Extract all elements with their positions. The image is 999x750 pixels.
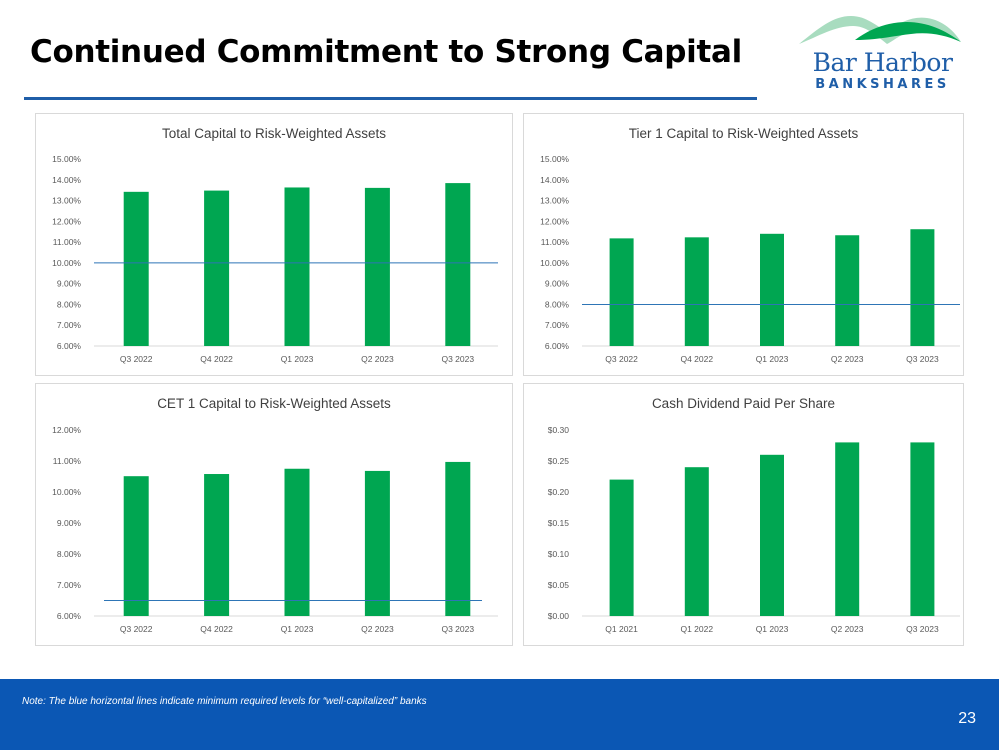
x-tick-label: Q4 2022 <box>200 354 233 364</box>
x-tick-label: Q3 2022 <box>120 354 153 364</box>
y-tick-label: 9.00% <box>57 518 82 528</box>
x-tick-label: Q3 2023 <box>906 354 939 364</box>
y-tick-label: 8.00% <box>545 299 570 309</box>
footer-note: Note: The blue horizontal lines indicate… <box>22 696 427 707</box>
footer-bar: Note: The blue horizontal lines indicate… <box>0 679 999 750</box>
chart-total-capital: Total Capital to Risk-Weighted Assets 6.0… <box>35 113 513 376</box>
y-tick-label: $0.30 <box>548 425 570 435</box>
chart-svg: Total Capital to Risk-Weighted Assets 6.0… <box>52 126 498 364</box>
y-tick-label: 8.00% <box>57 299 82 309</box>
company-logo: Bar Harbor BANKSHARES <box>795 10 970 105</box>
bar <box>204 190 230 346</box>
x-tick-label: Q3 2023 <box>906 624 939 634</box>
chart-title: Tier 1 Capital to Risk-Weighted Assets <box>629 126 859 141</box>
x-tick-label: Q1 2023 <box>756 624 789 634</box>
x-tick-label: Q3 2023 <box>441 354 474 364</box>
bar <box>910 229 935 346</box>
chart-title: CET 1 Capital to Risk-Weighted Assets <box>157 396 391 411</box>
logo-subtitle: BANKSHARES <box>815 77 950 92</box>
x-tick-label: Q2 2023 <box>361 354 394 364</box>
y-tick-label: 10.00% <box>52 487 81 497</box>
bar <box>284 468 310 616</box>
bar <box>123 476 149 616</box>
y-tick-label: 15.00% <box>540 154 569 164</box>
x-tick-label: Q2 2023 <box>831 624 864 634</box>
bar <box>123 191 149 346</box>
y-tick-label: $0.10 <box>548 549 570 559</box>
y-tick-label: 13.00% <box>52 196 81 206</box>
bar <box>910 442 935 616</box>
chart-svg: Cash Dividend Paid Per Share $0.00 $0.05 $0… <box>548 396 960 634</box>
bar <box>760 454 784 616</box>
bar <box>760 233 784 346</box>
y-tick-label: 6.00% <box>57 341 82 351</box>
y-tick-label: 11.00% <box>541 237 570 247</box>
page-number: 23 <box>958 710 976 727</box>
x-tick-label: Q1 2021 <box>605 624 638 634</box>
y-tick-label: 9.00% <box>57 279 82 289</box>
x-tick-label: Q2 2023 <box>361 624 394 634</box>
chart-svg: CET 1 Capital to Risk-Weighted Assets 6.0… <box>52 396 498 634</box>
bar <box>609 238 634 346</box>
logo-name: Bar Harbor <box>812 48 953 77</box>
y-tick-label: 12.00% <box>540 216 569 226</box>
y-tick-label: 10.00% <box>540 258 569 268</box>
x-tick-label: Q1 2023 <box>281 624 314 634</box>
title-divider <box>24 97 757 100</box>
x-tick-label: Q1 2022 <box>680 624 713 634</box>
page-title: Continued Commitment to Strong Capital <box>30 34 742 70</box>
y-tick-label: 6.00% <box>57 611 82 621</box>
y-tick-label: 10.00% <box>52 258 81 268</box>
y-tick-label: 7.00% <box>545 320 570 330</box>
bar <box>445 183 471 346</box>
x-tick-label: Q4 2022 <box>680 354 713 364</box>
y-tick-label: $0.20 <box>548 487 570 497</box>
bar <box>445 461 471 616</box>
y-tick-label: 13.00% <box>540 196 569 206</box>
y-tick-label: 9.00% <box>545 279 570 289</box>
bar <box>204 474 230 616</box>
x-tick-label: Q1 2023 <box>756 354 789 364</box>
y-tick-label: 12.00% <box>52 425 81 435</box>
chart-svg: Tier 1 Capital to Risk-Weighted Assets 6.… <box>540 126 960 364</box>
y-tick-label: 6.00% <box>545 341 570 351</box>
y-tick-label: $0.05 <box>548 580 570 590</box>
y-tick-label: 12.00% <box>52 216 81 226</box>
chart-title: Total Capital to Risk-Weighted Assets <box>162 126 386 141</box>
x-tick-label: Q4 2022 <box>200 624 233 634</box>
bar <box>364 187 390 346</box>
x-tick-label: Q2 2023 <box>831 354 864 364</box>
y-tick-label: 14.00% <box>52 175 81 185</box>
y-tick-label: 11.00% <box>53 237 82 247</box>
y-tick-label: $0.00 <box>548 611 570 621</box>
bar <box>609 479 634 616</box>
y-tick-label: 15.00% <box>52 154 81 164</box>
y-tick-label: 8.00% <box>57 549 82 559</box>
x-tick-label: Q1 2023 <box>281 354 314 364</box>
chart-title: Cash Dividend Paid Per Share <box>652 396 835 411</box>
y-tick-label: 7.00% <box>57 580 82 590</box>
y-tick-label: $0.15 <box>548 518 570 528</box>
bar <box>684 467 709 616</box>
y-tick-label: $0.25 <box>548 456 570 466</box>
chart-cash-dividend: Cash Dividend Paid Per Share $0.00 $0.05 $0… <box>523 383 964 646</box>
y-tick-label: 7.00% <box>57 320 82 330</box>
y-tick-label: 11.00% <box>53 456 82 466</box>
x-tick-label: Q3 2022 <box>605 354 638 364</box>
x-tick-label: Q3 2023 <box>441 624 474 634</box>
bar <box>364 470 390 616</box>
bar <box>284 187 310 346</box>
bar <box>835 235 860 346</box>
x-tick-label: Q3 2022 <box>120 624 153 634</box>
mountain-logo-icon <box>799 16 961 44</box>
y-tick-label: 14.00% <box>540 175 569 185</box>
bar <box>835 442 860 616</box>
chart-cet1-capital: CET 1 Capital to Risk-Weighted Assets 6.0… <box>35 383 513 646</box>
bar <box>684 237 709 346</box>
chart-tier1-capital: Tier 1 Capital to Risk-Weighted Assets 6.… <box>523 113 964 376</box>
